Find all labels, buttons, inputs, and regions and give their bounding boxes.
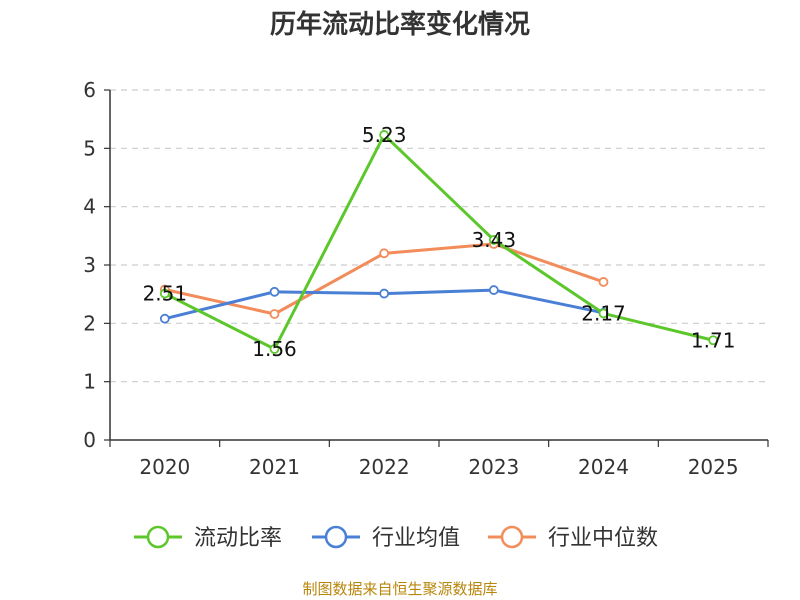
x-tick-label: 2023 (468, 455, 519, 479)
data-point (488, 235, 499, 245)
data-point (269, 344, 280, 354)
x-tick-label: 2021 (249, 455, 300, 479)
legend-label-0: 流动比率 (194, 526, 282, 551)
y-tick-label: 1 (83, 370, 96, 394)
data-point (379, 288, 390, 299)
y-tick-label: 2 (83, 311, 96, 335)
data-label: 1.71 (691, 328, 736, 352)
legend-marker-1 (324, 525, 348, 549)
data-point (598, 308, 609, 319)
data-label: 2.17 (581, 301, 626, 325)
x-tick-label: 2020 (139, 455, 190, 479)
data-label: 3.43 (472, 228, 517, 252)
series-line-0 (164, 133, 714, 351)
x-tick-label: 2022 (359, 455, 410, 479)
data-point (708, 335, 719, 346)
chart-title: 历年流动比率变化情况 (269, 10, 530, 40)
data-point (269, 286, 280, 297)
data-label: 5.23 (362, 123, 407, 147)
data-point (488, 285, 499, 295)
data-point (379, 130, 390, 140)
y-tick-label: 5 (83, 136, 96, 160)
data-point (379, 248, 390, 259)
data-point (159, 288, 170, 299)
legend-marker-2 (500, 525, 524, 549)
y-tick-label: 3 (83, 253, 96, 277)
data-label: 1.56 (252, 337, 297, 361)
legend-label-2: 行业中位数 (548, 526, 658, 551)
data-point (159, 313, 170, 324)
data-point (269, 309, 280, 319)
y-tick-label: 6 (83, 78, 96, 102)
legend-marker-0 (146, 525, 170, 549)
x-tick-label: 2024 (578, 455, 629, 479)
legend-label-1: 行业均值 (372, 526, 460, 551)
y-tick-label: 0 (83, 428, 96, 452)
data-point (598, 277, 609, 287)
x-tick-label: 2025 (688, 455, 739, 479)
y-tick-label: 4 (83, 195, 96, 219)
data-label: 2.51 (143, 282, 188, 306)
source-note: 制图数据来自恒生聚源数据库 (302, 580, 498, 598)
